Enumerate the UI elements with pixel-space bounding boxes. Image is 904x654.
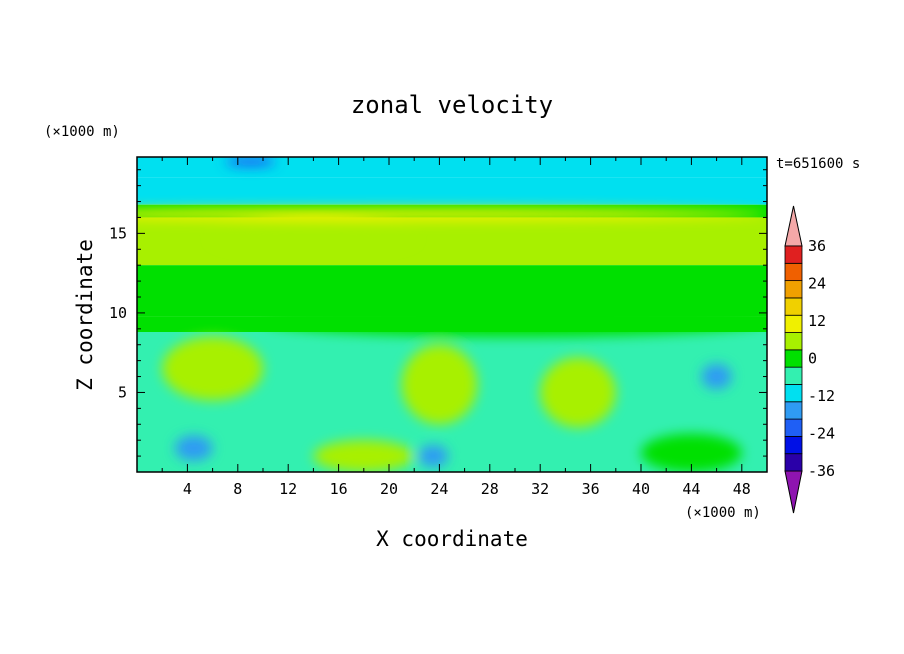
x-tick-label-10: 44	[682, 480, 700, 498]
x-tick-label-9: 40	[632, 480, 650, 498]
field-feature-10	[212, 220, 415, 253]
colorbar-over-triangle	[784, 205, 803, 247]
field-feature-5	[174, 435, 213, 461]
field-band-1	[137, 177, 767, 205]
x-tick-label-2: 12	[279, 480, 297, 498]
colorbar-label-0: 36	[808, 237, 826, 255]
colorbar-box-9	[784, 297, 803, 316]
time-label: t=651600 s	[776, 156, 860, 172]
y-tick-label-2: 15	[109, 224, 127, 242]
colorbar-label-3: 0	[808, 350, 817, 368]
x-tick-label-7: 32	[531, 480, 549, 498]
field-feature-3	[313, 440, 415, 472]
field-feature-0	[162, 336, 263, 401]
field-feature-9	[137, 207, 767, 221]
colorbar-box-5	[784, 366, 803, 385]
x-tick-label-4: 20	[380, 480, 398, 498]
colorbar-label-6: -36	[808, 462, 835, 480]
field-feature-7	[701, 363, 732, 390]
colorbar-label-1: 24	[808, 275, 826, 293]
x-tick-label-5: 24	[430, 480, 448, 498]
field-features	[137, 157, 767, 472]
y-tick-label-0: 5	[118, 383, 127, 401]
colorbar-box-11	[784, 262, 803, 282]
colorbar-box-1	[784, 435, 803, 455]
x-tick-label-3: 16	[330, 480, 348, 498]
field-band-0	[137, 157, 767, 178]
colorbar: 36 24 12 0 -12 -24 -36	[784, 205, 835, 514]
x-tick-label-6: 28	[481, 480, 499, 498]
y-unit-label: (×1000 m)	[44, 124, 120, 140]
colorbar-box-0	[784, 453, 803, 472]
colorbar-box-10	[784, 280, 803, 299]
x-tick-label-0: 4	[183, 480, 192, 498]
field-feature-6	[417, 444, 449, 468]
contour-plot-area	[137, 157, 767, 472]
x-axis-title: X coordinate	[376, 527, 528, 551]
plot-frame	[136, 156, 768, 473]
colorbar-box-4	[784, 384, 803, 403]
chart-title: zonal velocity	[351, 91, 553, 119]
field-feature-1	[401, 344, 478, 425]
colorbar-under-triangle	[784, 470, 803, 514]
x-unit-label: (×1000 m)	[685, 505, 761, 521]
field-feature-11	[263, 304, 767, 337]
colorbar-box-12	[784, 245, 803, 264]
colorbar-box-2	[784, 418, 803, 437]
colorbar-box-6	[784, 349, 803, 368]
y-tick-label-1: 10	[109, 304, 127, 322]
field-feature-8	[225, 157, 276, 167]
field-feature-4	[641, 433, 742, 472]
x-tick-label-1: 8	[233, 480, 242, 498]
y-axis-title: Z coordinate	[73, 239, 97, 391]
x-axis-ticks: 4 8 12 16 20 24 28 32 36 40 44 48	[161, 157, 751, 498]
colorbar-label-2: 12	[808, 312, 826, 330]
y-axis-ticks: 5 10 15	[109, 169, 767, 457]
colorbar-box-7	[784, 332, 803, 351]
colorbar-box-8	[784, 314, 803, 333]
x-tick-label-8: 36	[582, 480, 600, 498]
colorbar-label-5: -24	[808, 425, 835, 443]
field-feature-2	[540, 357, 616, 428]
colorbar-label-4: -12	[808, 387, 835, 405]
colorbar-box-3	[784, 401, 803, 420]
x-tick-label-11: 48	[733, 480, 751, 498]
